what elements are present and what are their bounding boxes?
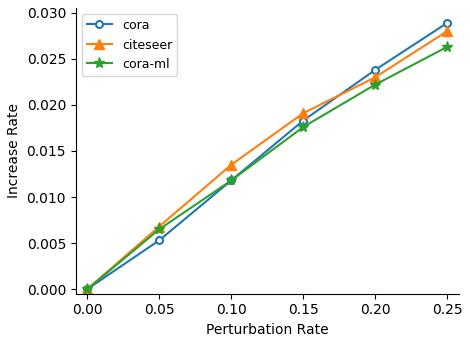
citeseer: [300, 111, 306, 115]
Y-axis label: Increase Rate: Increase Rate: [7, 104, 21, 198]
cora-ml: [372, 83, 378, 87]
cora-ml: [444, 45, 450, 49]
Line: cora-ml: cora-ml: [82, 41, 453, 295]
cora: [228, 179, 234, 183]
citeseer: [372, 75, 378, 79]
citeseer: [85, 287, 90, 291]
Line: citeseer: citeseer: [82, 26, 452, 294]
citeseer: [444, 29, 450, 33]
Line: cora: cora: [84, 20, 451, 293]
citeseer: [157, 224, 162, 228]
Legend: cora, citeseer, cora-ml: cora, citeseer, cora-ml: [82, 14, 177, 76]
cora: [444, 21, 450, 25]
cora: [300, 118, 306, 122]
citeseer: [228, 163, 234, 167]
cora: [85, 287, 90, 291]
cora-ml: [228, 179, 234, 183]
cora-ml: [157, 227, 162, 232]
cora: [372, 68, 378, 72]
cora-ml: [85, 287, 90, 291]
cora-ml: [300, 125, 306, 129]
X-axis label: Perturbation Rate: Perturbation Rate: [206, 323, 329, 337]
cora: [157, 238, 162, 243]
